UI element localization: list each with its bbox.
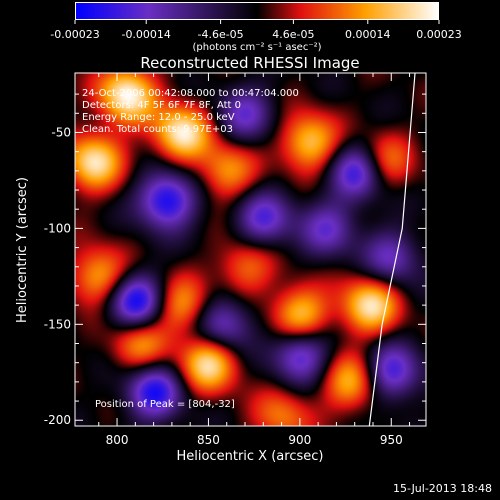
colorbar [75, 2, 439, 20]
annotation-line: Clean. Total counts: 9.97E+03 [82, 124, 233, 135]
colorbar-tick-label: -4.6e-05 [197, 28, 243, 41]
x-tick-label: 800 [106, 433, 129, 447]
footer-date: 15-Jul-2013 18:48 [392, 482, 492, 495]
colorbar-tick-label: 4.6e-05 [272, 28, 314, 41]
y-tick-label: -200 [44, 413, 71, 427]
colorbar-tick-label: 0.00014 [345, 28, 391, 41]
plot-frame [74, 72, 427, 427]
x-axis-label: Heliocentric X (arcsec) [177, 449, 324, 464]
colorbar-tick-label: 0.00023 [416, 28, 462, 41]
x-tick-label: 950 [380, 433, 403, 447]
annotation-line: Detectors: 4F 5F 6F 7F 8F, Att 0 [82, 100, 241, 111]
x-tick-label: 900 [288, 433, 311, 447]
colorbar-tick-label: -0.00014 [121, 28, 170, 41]
peak-position-label: Position of Peak = [804,-32] [95, 399, 235, 410]
y-axis-label: Heliocentric Y (arcsec) [15, 177, 30, 323]
colorbar-unit: (photons cm⁻² s⁻¹ asec⁻²) [192, 42, 321, 53]
colorbar-tick-label: -0.00023 [50, 28, 99, 41]
chart-title: Reconstructed RHESSI Image [140, 54, 359, 72]
y-tick-label: -150 [44, 317, 71, 331]
x-tick-label: 850 [197, 433, 220, 447]
annotation-line: 24-Oct-2006 00:42:08.000 to 00:47:04.000 [82, 88, 299, 99]
annotation-line: Energy Range: 12.0 - 25.0 keV [82, 112, 235, 123]
solar-limb-curve [368, 72, 416, 427]
y-tick-label: -100 [44, 221, 71, 235]
heatmap-area [75, 73, 426, 426]
heatmap-canvas [75, 73, 426, 426]
y-tick-label: -50 [51, 125, 71, 139]
